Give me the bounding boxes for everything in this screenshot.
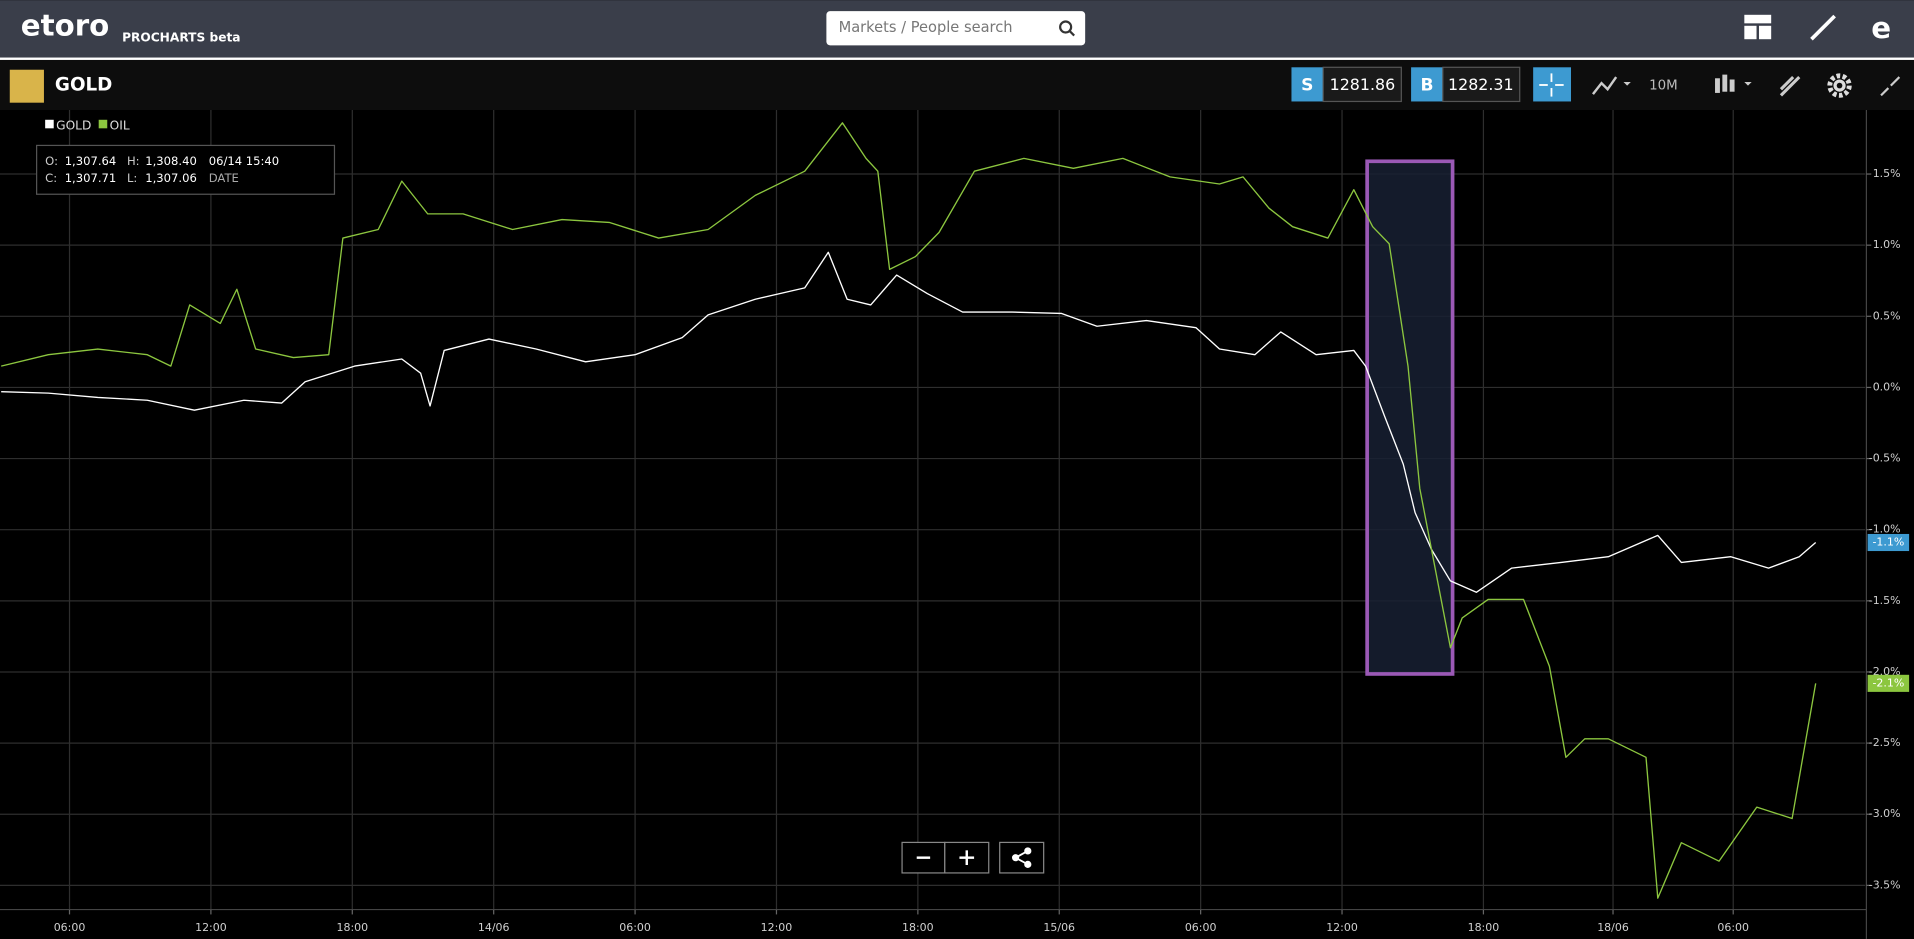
y-tick-label: -2.5%	[1869, 736, 1901, 749]
last-value-badge	[1867, 533, 1910, 552]
y-tick-label: -2.0%	[1869, 665, 1901, 678]
chart-type-icon[interactable]	[1592, 76, 1631, 95]
sell-price[interactable]: 1281.86	[1330, 75, 1396, 94]
y-tick-label: -3.5%	[1869, 878, 1901, 891]
last-value-badge	[1867, 674, 1910, 692]
buy-label[interactable]: B	[1420, 76, 1433, 96]
edit-icon[interactable]	[1810, 14, 1836, 41]
x-tick-label: 12:00	[195, 921, 227, 934]
series-line	[1, 122, 1817, 899]
buy-button[interactable]	[1411, 67, 1443, 102]
search-icon[interactable]	[1059, 20, 1075, 37]
search-placeholder: Markets / People search	[839, 19, 1013, 36]
legend-label: GOLD	[56, 118, 91, 132]
sell-label[interactable]: S	[1301, 76, 1313, 96]
series-line	[1, 251, 1817, 593]
drawing-icon[interactable]	[1779, 75, 1801, 97]
collapse-icon[interactable]	[1880, 76, 1901, 97]
x-tick-label: 06:00	[1185, 921, 1217, 934]
share-icon[interactable]	[1011, 847, 1032, 868]
labels: 1.5% 1.0% 0.5% 0.0% -0.5% -1.0% -1.5% -2.0% -2.5…	[45, 118, 1910, 934]
x-tick-label: 18:00	[336, 921, 368, 934]
grid	[0, 110, 1872, 939]
sell-price-box[interactable]	[1322, 66, 1402, 103]
plot	[1, 122, 1817, 899]
buy-price[interactable]: 1282.31	[1448, 75, 1514, 94]
x-tick-label: 18/06	[1597, 921, 1629, 934]
search-box[interactable]	[826, 11, 1086, 46]
ohlc-date-label: DATE	[209, 171, 239, 185]
chart-area	[0, 110, 1914, 939]
y-tick-label: 0.5%	[1873, 309, 1901, 322]
x-tick-label: 18:00	[902, 921, 934, 934]
x-tick-label: 06:00	[619, 921, 651, 934]
x-tick-label: 06:00	[1717, 921, 1749, 934]
buy-price-box[interactable]	[1442, 66, 1521, 103]
y-tick-label: -3.0%	[1869, 807, 1901, 820]
y-tick-label: 0.0%	[1873, 380, 1901, 393]
crosshair-icon[interactable]	[1539, 73, 1564, 97]
x-tick-label: 18:00	[1468, 921, 1500, 934]
instrument-name: GOLD	[55, 75, 112, 96]
ohlc-value: 1,307.71	[65, 171, 117, 185]
timeframe[interactable]: 10M	[1649, 79, 1678, 94]
candles-icon[interactable]	[1715, 74, 1752, 93]
legend-swatch	[45, 119, 54, 129]
sell-button[interactable]	[1291, 67, 1324, 102]
ohlc-label: C:	[45, 171, 57, 185]
ohlc-label: H:	[127, 154, 140, 168]
x-tick-label: 14/06	[478, 921, 510, 934]
ohlc-value: 1,307.64	[65, 154, 117, 168]
y-tick-label: -1.0%	[1869, 523, 1901, 536]
ohlc-label: L:	[127, 171, 137, 185]
profile-icon[interactable]: e	[1871, 11, 1891, 45]
legend-label: OIL	[110, 118, 130, 132]
legend-swatch	[98, 119, 108, 129]
zoom-in-button[interactable]	[944, 841, 990, 874]
highlight-box	[1365, 159, 1455, 676]
share-button[interactable]	[999, 841, 1045, 874]
x-tick-label: 12:00	[761, 921, 793, 934]
toolbar	[0, 59, 1914, 111]
x-tick-label: 06:00	[54, 921, 86, 934]
settings-icon[interactable]	[1827, 73, 1852, 98]
top-bar-divider	[0, 57, 1914, 60]
y-tick-label: -0.5%	[1869, 452, 1901, 465]
x-tick-label: 12:00	[1326, 921, 1358, 934]
y-tick-label: -1.5%	[1869, 594, 1901, 607]
ohlc-value: 1,307.06	[145, 171, 197, 185]
product-name: PROCHARTS beta	[122, 30, 240, 44]
layout-icon[interactable]	[1744, 14, 1772, 40]
x-tick-label: 15/06	[1043, 921, 1075, 934]
instrument-icon	[9, 69, 44, 103]
ohlc-box	[36, 144, 336, 195]
y-tick-label: 1.0%	[1873, 238, 1901, 251]
ohlc-date: 06/14 15:40	[209, 154, 279, 168]
ohlc-value: 1,308.40	[145, 154, 197, 168]
zoom-in-icon[interactable]	[959, 850, 975, 865]
last-value-label: -1.1%	[1872, 536, 1904, 549]
ohlc-label: O:	[45, 154, 58, 168]
last-value-label: -2.1%	[1872, 676, 1904, 689]
y-tick-label: 1.5%	[1873, 167, 1901, 180]
logo[interactable]: etoro	[21, 9, 110, 43]
